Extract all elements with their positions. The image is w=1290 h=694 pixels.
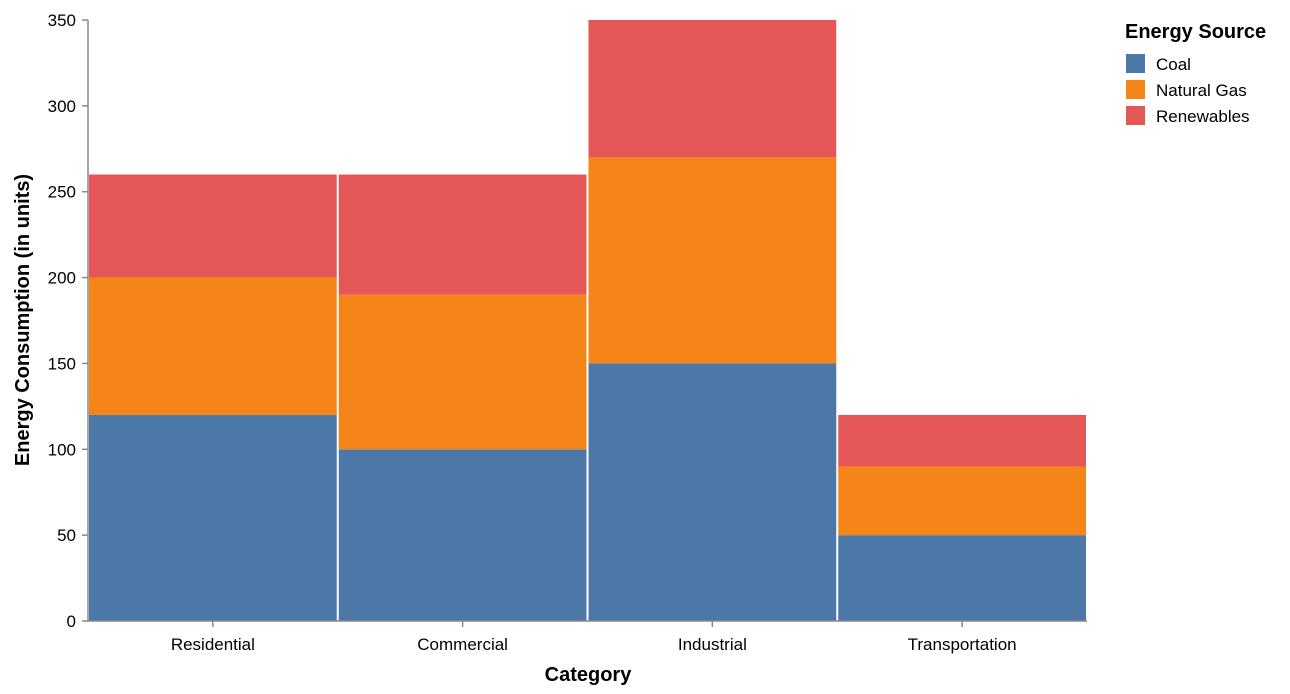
legend: Energy Source Coal Natural Gas Renewables xyxy=(1125,21,1266,126)
y-tick-label: 300 xyxy=(48,97,76,116)
legend-label-coal: Coal xyxy=(1156,55,1191,74)
y-tick-label: 50 xyxy=(57,526,76,545)
x-tick-label: Industrial xyxy=(678,635,747,654)
x-axis-title: Category xyxy=(545,664,633,686)
y-tick-label: 0 xyxy=(67,612,76,631)
y-tick-label: 250 xyxy=(48,183,76,202)
bar-transportation-renewables xyxy=(838,414,1086,467)
bar-transportation-coal xyxy=(838,535,1086,621)
legend-label-renewables: Renewables xyxy=(1156,107,1250,126)
bar-transportation-natural-gas xyxy=(838,466,1086,536)
y-axis: 0 50 100 150 200 250 300 350 xyxy=(48,11,89,631)
bar-industrial-natural-gas xyxy=(588,157,837,364)
legend-swatch-renewables xyxy=(1126,106,1145,125)
y-tick-label: 150 xyxy=(48,354,76,373)
bar-industrial-coal xyxy=(588,363,837,621)
legend-swatch-natural-gas xyxy=(1126,80,1145,99)
bar-industrial-renewables xyxy=(588,20,837,158)
x-tick-label: Commercial xyxy=(417,635,508,654)
bar-residential-natural-gas xyxy=(89,277,337,415)
bar-commercial-coal xyxy=(338,449,587,621)
bars-layer xyxy=(89,20,1086,621)
x-tick-label: Residential xyxy=(171,635,255,654)
y-tick-label: 100 xyxy=(48,440,76,459)
legend-label-natural-gas: Natural Gas xyxy=(1156,81,1247,100)
bar-residential-coal xyxy=(89,414,337,621)
legend-title: Energy Source xyxy=(1125,21,1266,43)
y-axis-title: Energy Consumption (in units) xyxy=(12,174,34,466)
legend-swatch-coal xyxy=(1126,54,1145,73)
bar-commercial-natural-gas xyxy=(338,294,587,450)
bar-residential-renewables xyxy=(89,174,337,278)
x-tick-label: Transportation xyxy=(908,635,1017,654)
x-axis: Residential Commercial Industrial Transport… xyxy=(88,620,1087,654)
bar-commercial-renewables xyxy=(338,174,587,295)
y-tick-label: 350 xyxy=(48,11,76,30)
y-tick-label: 200 xyxy=(48,269,76,288)
